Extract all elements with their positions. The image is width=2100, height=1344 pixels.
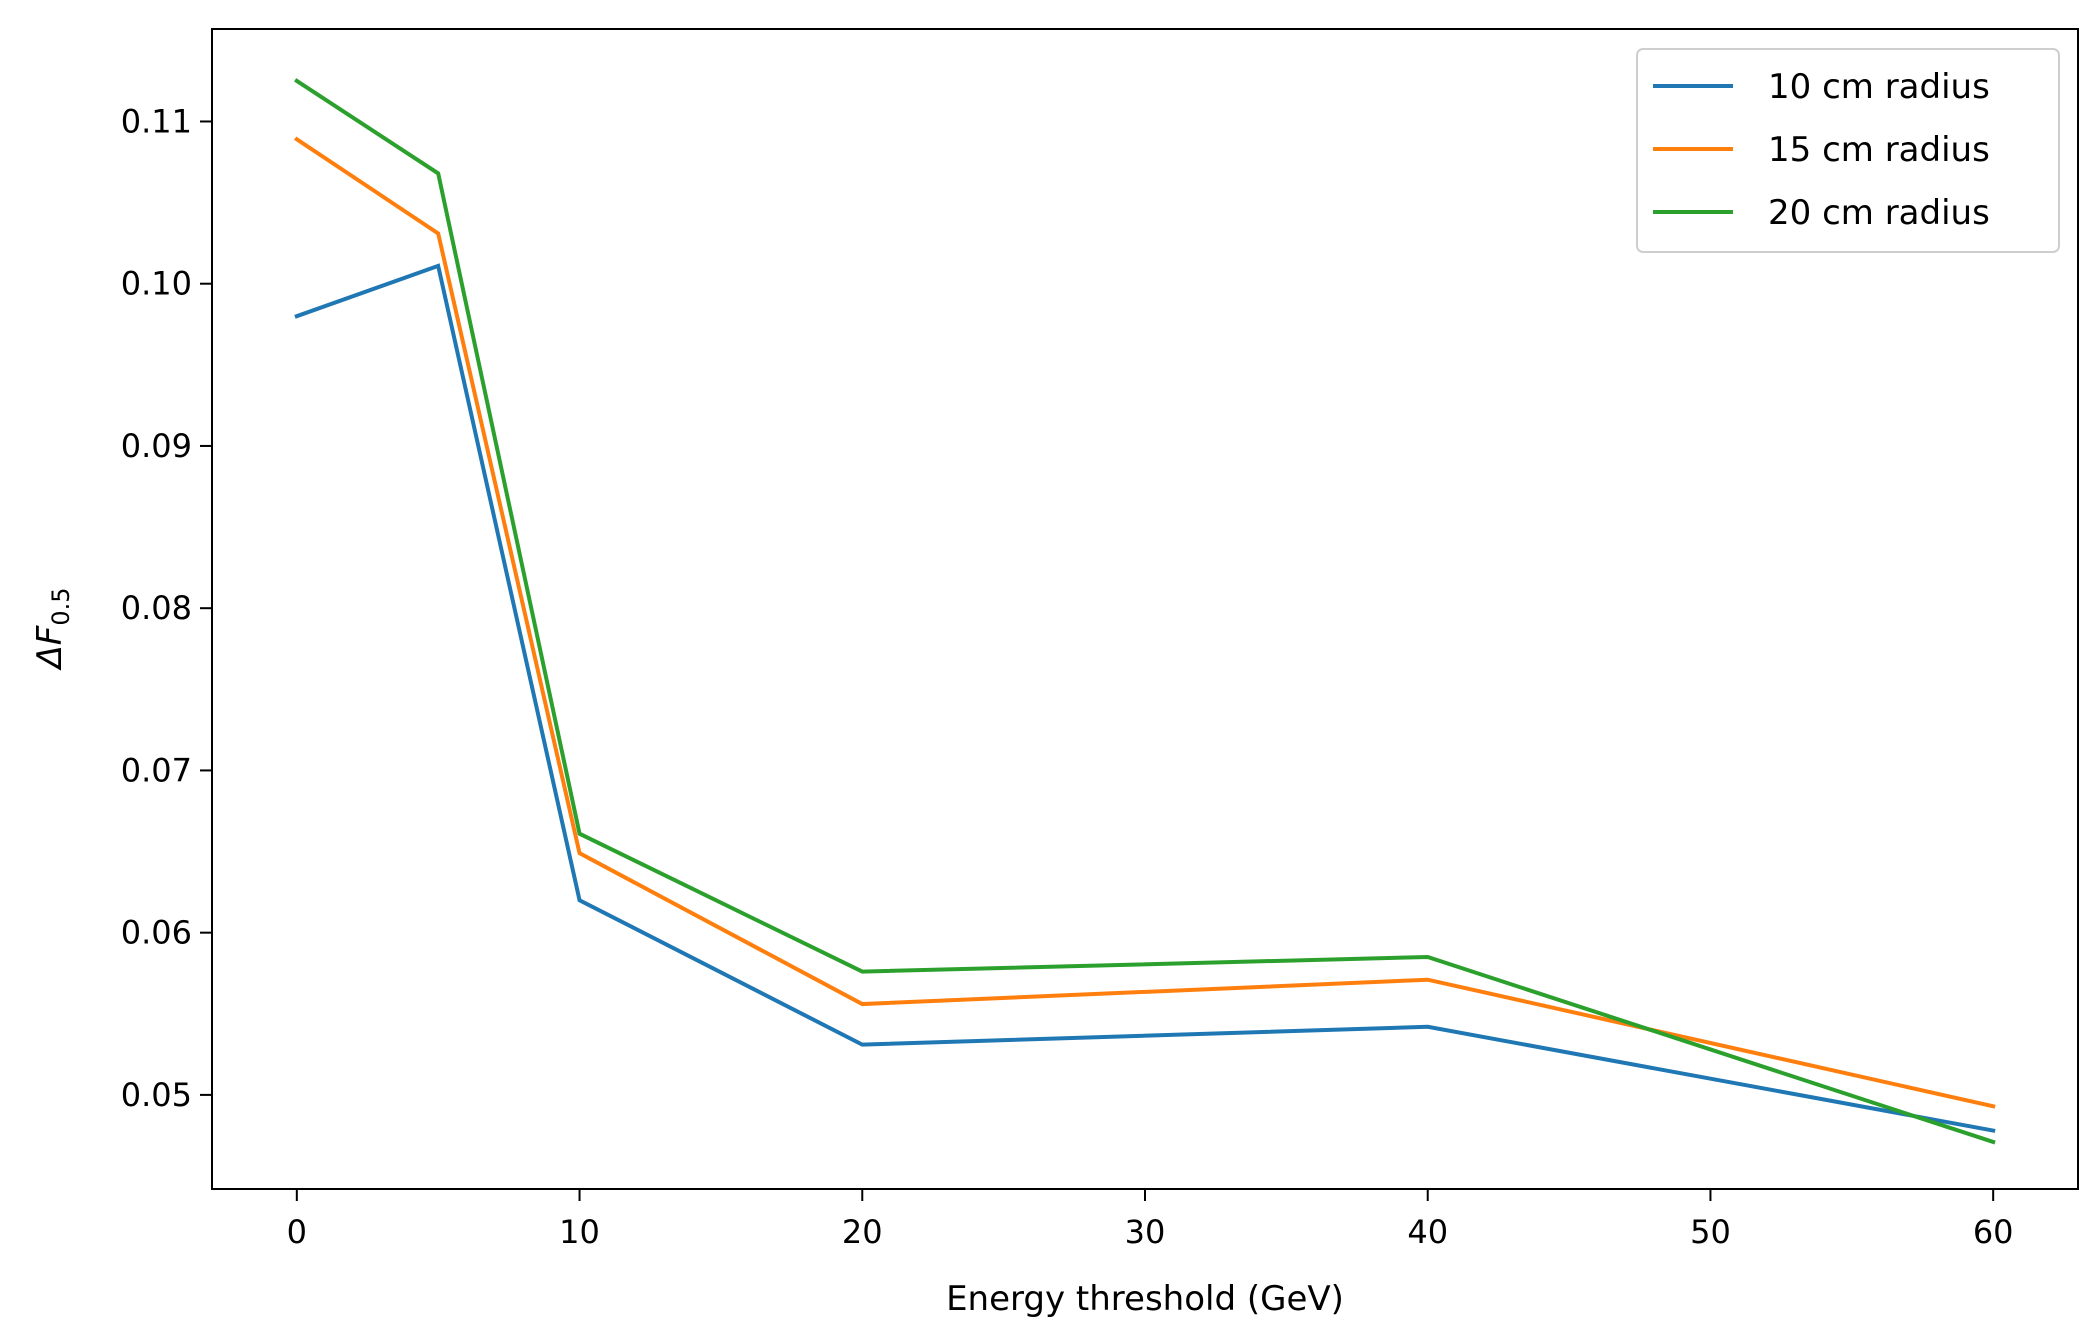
legend: 10 cm radius 15 cm radius 20 cm radius	[1636, 48, 2060, 253]
x-tick-label-1: 0	[287, 1213, 307, 1251]
series-line-3	[294, 78, 1996, 1145]
x-axis-label: Energy threshold (GeV)	[946, 1279, 1344, 1319]
y-tick-label-7: 0.11	[121, 102, 192, 140]
y-tick-label-1: 0.05	[121, 1076, 192, 1114]
x-tick-label-4: 30	[1125, 1213, 1166, 1251]
y-axis: 0.05 0.06 0.07 0.08 0.09 0.10 0.11	[121, 102, 212, 1114]
y-axis-label-main: ΔF	[30, 625, 70, 671]
legend-label-2: 15 cm radius	[1768, 130, 1990, 170]
x-tick-label-2: 10	[559, 1213, 600, 1251]
series-line-2	[294, 136, 1996, 1109]
y-tick-label-4: 0.08	[121, 589, 192, 627]
x-axis: 0 10 20 30 40 50 60	[287, 1189, 2014, 1251]
legend-label-3: 20 cm radius	[1768, 193, 1990, 233]
x-tick-label-7: 60	[1973, 1213, 2014, 1251]
x-tick-label-5: 40	[1407, 1213, 1448, 1251]
y-axis-label: ΔF0.5	[30, 588, 75, 672]
y-tick-label-2: 0.06	[121, 914, 192, 952]
y-axis-label-subscript: 0.5	[47, 588, 75, 626]
x-tick-label-3: 20	[842, 1213, 883, 1251]
y-tick-label-5: 0.09	[121, 427, 192, 465]
series-line-1	[294, 263, 1996, 1133]
x-tick-label-6: 50	[1690, 1213, 1731, 1251]
legend-label-1: 10 cm radius	[1768, 67, 1990, 107]
y-tick-label-6: 0.10	[121, 265, 192, 303]
legend-box	[1636, 48, 2060, 253]
y-tick-label-3: 0.07	[121, 751, 192, 789]
series-layer	[294, 78, 1996, 1145]
